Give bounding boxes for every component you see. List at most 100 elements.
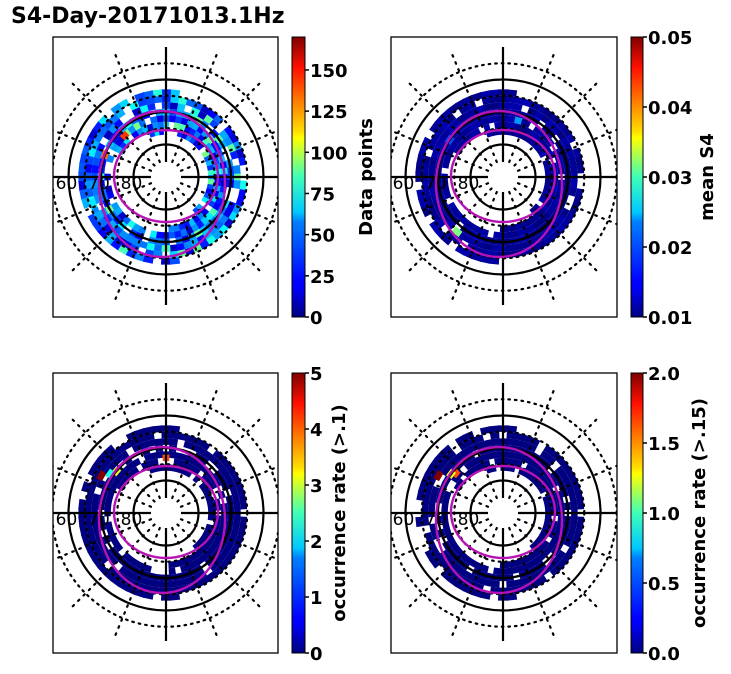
colorbar-label: Data points	[356, 118, 377, 236]
heatmap-bin	[228, 210, 239, 222]
heatmap-bin	[535, 146, 545, 155]
lat-label: 60	[56, 510, 78, 530]
heatmap-bin	[479, 591, 491, 600]
colorbar-tick-label: 0.01	[648, 308, 692, 329]
heatmap-bin	[232, 539, 243, 551]
lat-label: 70	[88, 174, 110, 194]
heatmap-bin	[84, 180, 93, 191]
oval-poleward-boundary	[449, 464, 557, 560]
heatmap-bin	[92, 157, 101, 167]
heatmap-bin	[422, 491, 431, 502]
heatmap-bin	[555, 549, 566, 561]
dotted-mlt-line	[513, 79, 601, 167]
heatmap-bin	[176, 578, 186, 587]
heatmap-bin	[183, 440, 194, 450]
colorbar-tick-label: 50	[310, 226, 335, 247]
heatmap-bin	[505, 457, 512, 465]
heatmap-bin	[429, 457, 441, 470]
heatmap-bin	[465, 436, 477, 447]
dotted-mlt-line	[112, 385, 161, 500]
lat-labels: 60 70 80	[56, 510, 143, 530]
heatmap-bin	[426, 139, 437, 151]
heatmap-bin	[85, 155, 94, 166]
dotted-mlt-line	[405, 415, 493, 503]
heatmap-bin	[169, 89, 181, 97]
colorbar-tick-label: 0.0	[648, 644, 680, 665]
colorbar-tick-label: 25	[310, 267, 335, 288]
heatmap-bin	[506, 431, 517, 440]
heatmap-bin	[93, 149, 103, 160]
heatmap-bin	[473, 434, 485, 444]
dotted-mlt-line	[449, 526, 498, 641]
heatmap-bin	[490, 438, 500, 446]
heatmap-bin	[568, 493, 577, 503]
heatmap-bin	[462, 430, 475, 441]
heatmap-bin	[420, 136, 431, 149]
heatmap-bin	[542, 187, 551, 195]
heatmap-bin	[415, 162, 423, 174]
heatmap-bin	[475, 240, 486, 250]
dotted-mlt-line	[391, 518, 490, 561]
heatmap-bin	[151, 89, 163, 97]
heatmap-bin	[223, 125, 235, 137]
heatmap-bin	[152, 95, 163, 104]
colorbar-tick-label: 1	[310, 588, 323, 609]
heatmap-bin	[87, 128, 99, 141]
heatmap-bin	[206, 183, 215, 190]
heatmap-bin	[511, 451, 520, 460]
dotted-mlt-line	[112, 190, 161, 305]
heatmap-bin	[149, 115, 158, 124]
heatmap-bin	[146, 439, 156, 448]
heatmap-bin	[422, 155, 431, 166]
heatmap-bin	[84, 516, 93, 527]
heatmap-bin	[151, 122, 159, 130]
heatmap-bin	[226, 537, 236, 548]
heatmap-bin	[96, 478, 106, 489]
heatmap-bin	[433, 142, 443, 153]
heatmap-bin	[462, 249, 475, 260]
heatmap-bin	[520, 576, 531, 586]
heatmap-bin	[544, 514, 552, 521]
heatmap-bin	[483, 439, 493, 448]
heatmap-bin	[169, 593, 181, 601]
lat-labels: 60 70 80	[56, 174, 143, 194]
heatmap-bin	[174, 230, 183, 239]
polar-panel-top-left: 60 70 80 0 25 50 75 100 125 150 Data points	[52, 36, 377, 329]
heatmap-bin	[140, 461, 149, 470]
heatmap-bin	[479, 255, 491, 264]
colorbar-gradient	[291, 36, 306, 318]
heatmap-bin	[555, 465, 566, 477]
heatmap-bin	[506, 89, 518, 97]
heatmap-bin	[169, 580, 179, 588]
heatmap-bin	[138, 576, 149, 586]
colorbar-tick-label: 2.0	[648, 364, 680, 385]
heatmap-bin	[421, 163, 430, 174]
heatmap-bin	[177, 432, 188, 441]
heatmap-bin	[198, 482, 208, 491]
heatmap-bin	[535, 482, 545, 491]
colorbar-tick-label: 2	[310, 532, 323, 553]
heatmap-bin	[84, 163, 93, 174]
heatmap-bin	[125, 249, 138, 260]
oval-equatorward-boundary	[97, 445, 227, 595]
heatmap-bin	[157, 121, 164, 129]
heatmap-bin	[543, 444, 555, 456]
heatmap-bin	[543, 519, 552, 526]
dotted-mlt-line	[405, 523, 493, 611]
heatmap-bin-highlight	[105, 468, 116, 480]
heatmap-bin	[169, 102, 179, 110]
heatmap-bin	[207, 169, 215, 176]
heatmap-bin	[505, 225, 512, 233]
heatmap-bin	[506, 425, 518, 433]
heatmap-bin	[192, 436, 204, 447]
heatmap-bin	[520, 440, 531, 450]
heatmap-bin	[520, 240, 531, 250]
oval-poleward-boundary	[112, 464, 220, 560]
oval-poleward-boundary	[112, 128, 220, 224]
heatmap-bin	[176, 242, 186, 251]
heatmap-bin	[91, 164, 99, 174]
heatmap-bin	[143, 453, 152, 462]
heatmap-bin	[454, 580, 467, 592]
heatmap-bin	[232, 475, 243, 487]
dotted-mlt-line	[179, 129, 278, 172]
